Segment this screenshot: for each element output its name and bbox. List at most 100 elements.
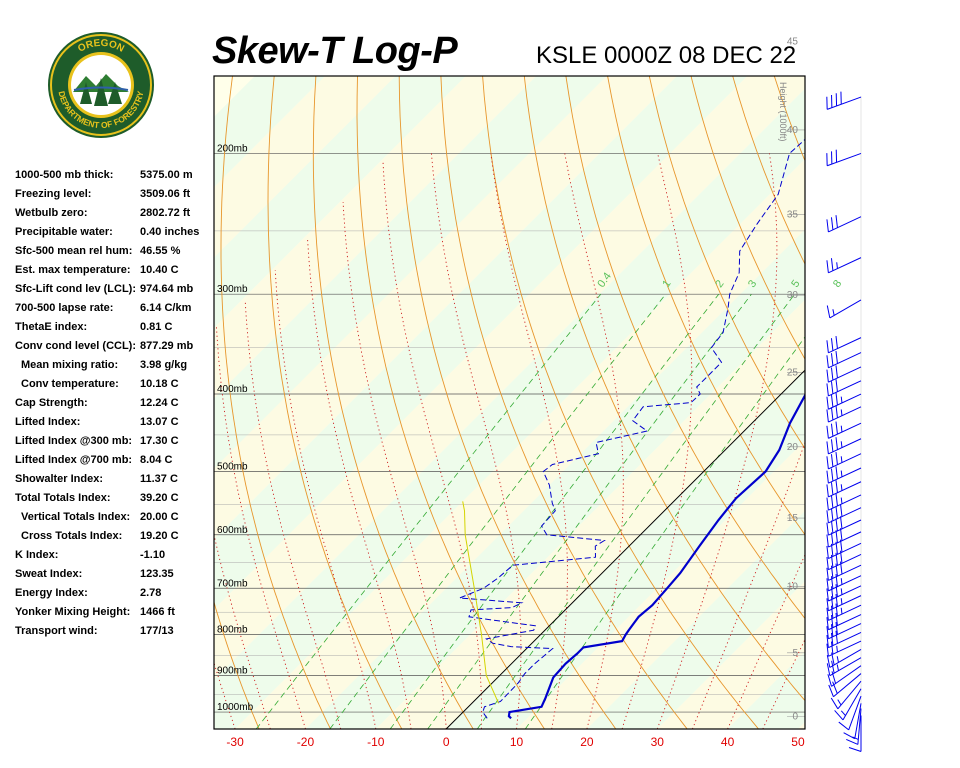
wind-barb — [826, 405, 862, 423]
wind-barb-shaft — [828, 216, 862, 233]
index-value: 20.00 C — [140, 511, 179, 523]
wind-barb — [826, 452, 862, 470]
mixing-ratio-label: 2 — [713, 278, 726, 290]
index-value: -1.10 — [140, 549, 166, 561]
wind-barb-feather — [826, 588, 829, 602]
isotherm-band — [657, 581, 805, 729]
wind-barb-shaft — [829, 657, 862, 677]
index-value: 0.40 inches — [140, 226, 200, 238]
dry-adiabat — [12, 76, 66, 729]
wind-barb — [848, 715, 862, 752]
index-value: 39.20 C — [140, 492, 179, 504]
wind-barb-feather — [826, 409, 829, 423]
wind-barb-feather — [831, 660, 835, 674]
index-row: Mean mixing ratio: 3.98 g/kg — [15, 357, 215, 376]
wind-barb-feather — [830, 338, 834, 351]
wind-barb — [834, 688, 862, 721]
wind-barb-feather — [830, 482, 834, 495]
height-tick-label: 35 — [787, 209, 799, 220]
wind-barb — [826, 516, 862, 536]
wind-barb-feather — [832, 681, 838, 694]
index-row: Cap Strength: 12.24 C — [15, 395, 215, 414]
wind-barb — [826, 215, 862, 233]
wind-barb-half-feather — [840, 409, 843, 416]
index-row: Lifted Index @700 mb: 8.04 C — [15, 452, 215, 471]
pressure-label: 1000mb — [217, 702, 254, 713]
isotherm-band — [516, 440, 805, 729]
wind-barb-feather — [835, 335, 838, 349]
wind-barb-shaft — [848, 695, 862, 731]
wind-barb-feather — [830, 367, 834, 381]
wind-barb — [826, 466, 862, 484]
index-value: 3509.06 ft — [140, 188, 191, 200]
chart-title: Skew-T Log-P — [212, 30, 458, 72]
index-row: Showalter Index: 11.37 C — [15, 471, 215, 490]
wind-barb-feather — [826, 441, 829, 455]
isotherm-band — [305, 229, 805, 729]
wind-barb-feather — [830, 508, 834, 521]
wind-barb-shaft — [828, 467, 862, 484]
wind-barb-feather — [835, 593, 838, 607]
dry-adiabat — [607, 76, 805, 536]
index-value: 19.20 C — [140, 530, 179, 542]
index-label: Precipitable water: — [15, 226, 113, 238]
wind-barb-half-feather — [840, 710, 846, 716]
wind-barb-shaft — [828, 604, 862, 621]
index-label: Lifted Index @700 mb: — [15, 454, 133, 466]
temperature-tick-label: -10 — [367, 735, 385, 749]
wind-barb-feather — [826, 497, 829, 511]
wind-barb — [826, 421, 862, 439]
index-row: Sweat Index: 123.35 — [15, 566, 215, 585]
index-value: 13.07 C — [140, 416, 179, 428]
wind-barb-feather — [828, 684, 834, 697]
wind-barb-feather — [826, 607, 829, 621]
wind-barb-shaft — [828, 614, 862, 631]
wind-barb-feather — [826, 654, 831, 668]
wind-barb-shaft — [828, 453, 862, 470]
wind-barb — [826, 91, 862, 110]
index-row: 700-500 lapse rate: 6.14 C/km — [15, 300, 215, 319]
wind-barb-shaft — [828, 422, 862, 439]
wind-barb-half-feather — [840, 425, 843, 433]
wind-barb-feather — [830, 258, 834, 271]
index-row: Conv cond level (CCL): 877.29 mb — [15, 338, 215, 357]
wind-barb-feather — [835, 506, 838, 519]
wind-barb — [826, 584, 862, 602]
index-label: Cross Totals Index: — [21, 530, 123, 542]
wind-barb — [843, 703, 862, 740]
oregon-department-of-forestry-logo: OREGON DEPARTMENT OF FORESTRY — [48, 32, 154, 138]
moist-adiabat — [691, 441, 805, 729]
wind-barb-feather — [840, 503, 843, 517]
wind-barb-half-feather — [852, 736, 859, 740]
index-row: Conv temperature: 10.18 C — [15, 376, 215, 395]
moist-adiabat — [274, 270, 377, 729]
index-value: 123.35 — [140, 568, 174, 580]
mixing-ratio-label: 3 — [746, 278, 759, 290]
wind-barb-half-feather — [840, 396, 843, 403]
height-tick-label: 5 — [792, 648, 798, 659]
wind-barb-half-feather — [840, 484, 843, 491]
wind-barb-shaft — [828, 631, 862, 649]
wind-barb-half-feather — [840, 588, 843, 595]
wind-barb-feather — [826, 369, 829, 383]
wind-barb — [826, 657, 862, 677]
temperature-tick-label: 30 — [651, 735, 665, 749]
wind-barb-feather — [826, 598, 829, 611]
wind-barb — [826, 437, 862, 455]
pressure-label: 900mb — [217, 665, 248, 676]
wind-barb — [826, 350, 862, 369]
mixing-ratio-label: 1 — [660, 278, 673, 290]
wind-barb-feather — [826, 522, 829, 536]
height-tick-label: 45 — [787, 36, 799, 47]
index-row: Sfc-Lift cond lev (LCL): 974.64 mb — [15, 281, 215, 300]
temperature-tick-label: -20 — [297, 735, 315, 749]
parcel-trace — [462, 501, 500, 704]
index-value: 2802.72 ft — [140, 207, 191, 219]
wind-barb-half-feather — [837, 699, 842, 706]
wind-barb-feather — [830, 495, 834, 509]
wind-barb-shaft — [854, 703, 862, 739]
index-label: Conv cond level (CCL): — [15, 340, 137, 352]
wind-barb-feather — [830, 586, 834, 599]
index-row: Lifted Index: 13.07 C — [15, 414, 215, 433]
index-label: Vertical Totals Index: — [21, 511, 131, 523]
